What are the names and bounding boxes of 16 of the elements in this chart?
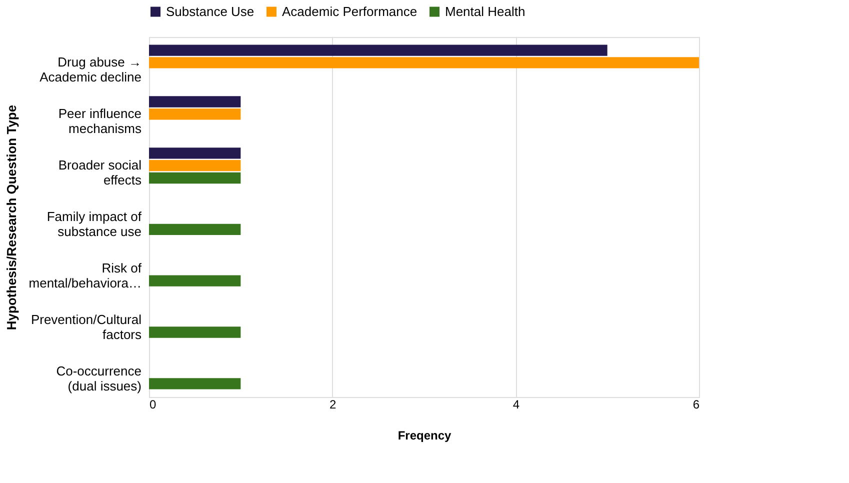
y-tick-label: Broader social effects <box>58 158 142 188</box>
y-tick-label: Peer influence mechanisms <box>58 106 142 136</box>
y-axis-title: Hypothesis/Research Question Type <box>4 104 19 330</box>
y-tick-label: Prevention/Cultural factors <box>30 312 142 342</box>
x-tick-label: 6 <box>692 398 700 412</box>
x-axis-title: Freqency <box>398 428 452 442</box>
y-tick-label: Drug abuse → Academic decline <box>40 54 142 85</box>
x-tick-label: 0 <box>150 398 156 412</box>
y-tick-label: Co-occurrence (dual issues) <box>56 363 142 394</box>
y-tick-label: Risk of mental/behaviora… <box>28 260 142 290</box>
y-tick-label: Family impact of substance use <box>46 209 142 239</box>
legend-label: Substance Use <box>166 4 254 19</box>
x-tick-label: 4 <box>512 398 520 412</box>
legend-label: Academic Performance <box>282 4 418 19</box>
legend-label: Mental Health <box>445 4 526 19</box>
x-tick-label: 2 <box>329 398 336 412</box>
